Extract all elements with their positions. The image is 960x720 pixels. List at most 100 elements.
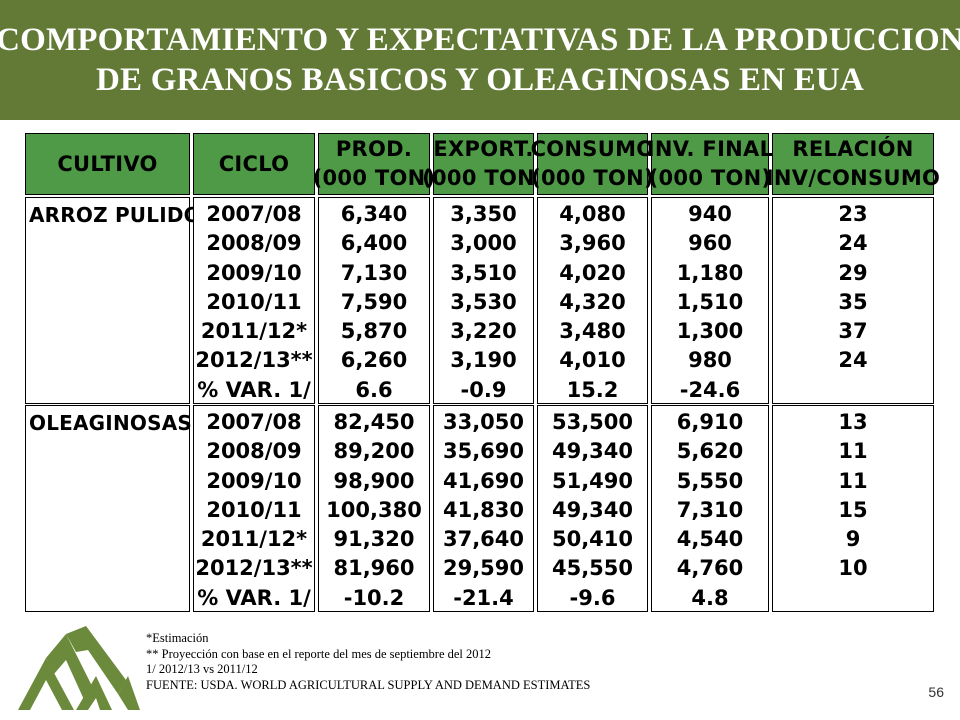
prod-cell: 81,960 [333,556,415,581]
prod-cell: 7,130 [340,260,408,285]
page-number: 56 [928,684,944,700]
header-unit: (000 TON) [531,166,654,190]
consumo-cell: 4,080 [559,202,626,226]
header-label: CONSUMO [530,137,655,161]
export-cell: 3,190 [450,348,517,373]
inv-final-cell: 6,910 [676,410,744,434]
consumo-cell: 3,480 [559,319,626,344]
relacion-cell: 10 [838,556,868,581]
relacion-cell: 23 [838,202,868,226]
relacion-cell: 24 [838,348,868,373]
consumo-cell: 49,340 [551,497,634,522]
prod-cell: -10.2 [343,585,405,610]
header-unit: INV/CONSUMO [765,166,941,190]
consumo-cell: 4,320 [559,289,626,314]
ciclo-cell: % VAR. 1/ [197,585,311,610]
ciclo-cell: 2011/12* [200,527,308,552]
prod-cell: 6.6 [355,377,393,402]
relacion-cell [773,376,933,405]
arroz-consumo-col: 4,080 3,960 4,020 4,320 3,480 4,010 15.2 [537,197,648,404]
consumo-cell: -9.6 [569,585,616,610]
inv-final-cell: 4,540 [676,527,744,552]
relacion-cell: 9 [845,527,861,552]
export-cell: 3,000 [450,231,517,256]
export-cell: 3,220 [450,319,517,344]
ciclo-cell: 2009/10 [206,468,302,493]
relacion-cell: 37 [838,319,868,344]
export-cell: 3,350 [450,202,517,226]
header-label: CICLO [218,151,290,176]
prod-cell: 6,340 [340,202,408,226]
oleaginosas-ciclo-col: 2007/08 2008/09 2009/10 2010/11 2011/12*… [193,405,315,612]
export-cell: 35,690 [442,439,525,464]
prod-cell: 7,590 [340,289,408,314]
inv-final-cell: 1,510 [676,289,744,314]
ciclo-cell: 2008/09 [206,231,302,256]
export-cell: 33,050 [442,410,525,434]
page-title-line-2: DE GRANOS BASICOS Y OLEAGINOSAS EN EUA [96,62,864,98]
consumo-cell: 50,410 [551,527,634,552]
ciclo-cell: % VAR. 1/ [197,377,311,402]
prod-cell: 6,400 [340,231,408,256]
arroz-export-col: 3,350 3,000 3,510 3,530 3,220 3,190 -0.9 [433,197,534,404]
oleaginosas-consumo-col: 53,500 49,340 51,490 49,340 50,410 45,55… [537,405,648,612]
consumo-cell: 4,010 [559,348,626,373]
inv-final-cell: 940 [688,202,732,226]
ciclo-cell: 2010/11 [206,289,302,314]
relacion-cell: 11 [838,468,868,493]
ciclo-cell: 2007/08 [206,410,302,434]
ciclo-cell: 2012/13** [195,348,313,373]
relacion-cell: 29 [838,260,868,285]
footnote-estimacion: *Estimación [146,631,209,645]
prod-cell: 91,320 [333,527,415,552]
title-bar: COMPORTAMIENTO Y EXPECTATIVAS DE LA PROD… [0,0,960,120]
ciclo-cell: 2012/13** [195,556,313,581]
header-export: EXPORT. (000 TON) [422,133,545,195]
header-label: INV. FINAL [646,137,774,161]
oleaginosas-export-col: 33,050 35,690 41,690 41,830 37,640 29,59… [433,405,534,612]
ciclo-cell: 2009/10 [206,260,302,285]
arroz-ciclo-col: 2007/08 2008/09 2009/10 2010/11 2011/12*… [193,197,315,404]
ciclo-cell: 2008/09 [206,439,302,464]
export-cell: -21.4 [453,585,514,610]
arroz-inv-final-col: 940 960 1,180 1,510 1,300 980 -24.6 [651,197,769,404]
relacion-cell: 13 [838,410,868,434]
consumo-cell: 51,490 [551,468,634,493]
triangles-logo-icon [18,626,140,710]
oleaginosas-inv-final-col: 6,910 5,620 5,550 7,310 4,540 4,760 4.8 [651,405,769,612]
inv-final-cell: -24.6 [679,377,741,402]
arroz-prod-col: 6,340 6,400 7,130 7,590 5,870 6,260 6.6 [318,197,430,404]
footnote-fuente: FUENTE: USDA. WORLD AGRICULTURAL SUPPLY … [146,677,591,692]
prod-cell: 100,380 [326,497,422,522]
consumo-cell: 49,340 [551,439,634,464]
header-unit: (000 TON) [422,166,545,190]
relacion-cell [773,584,933,613]
inv-final-cell: 960 [688,231,732,256]
ciclo-cell: 2007/08 [206,202,302,226]
export-cell: 3,510 [450,260,517,285]
header-ciclo: CICLO [193,133,315,195]
arroz-relacion-col: 23 24 29 35 37 24 [772,197,934,404]
export-cell: -0.9 [460,377,507,402]
prod-cell: 5,870 [340,319,408,344]
inv-final-cell: 7,310 [676,497,744,522]
header-unit: (000 TON) [312,166,436,190]
prod-cell: 82,450 [333,410,415,434]
consumo-cell: 15.2 [566,377,619,402]
relacion-cell: 24 [838,231,868,256]
header-unit: (000 TON) [648,166,772,190]
consumo-cell: 45,550 [551,556,634,581]
header-inv-final: INV. FINAL (000 TON) [647,133,773,195]
oleaginosas-relacion-col: 13 11 11 15 9 10 [772,405,934,612]
prod-cell: 6,260 [340,348,408,373]
inv-final-cell: 4,760 [676,556,744,581]
inv-final-cell: 980 [688,348,732,373]
ciclo-cell: 2010/11 [206,497,302,522]
inv-final-cell: 1,180 [676,260,744,285]
footnote-variacion: 1/ 2012/13 vs 2011/12 [146,662,258,676]
header-label: CULTIVO [57,151,158,176]
header-consumo: CONSUMO (000 TON) [531,133,654,195]
page-title-line-1: COMPORTAMIENTO Y EXPECTATIVAS DE LA PROD… [0,22,960,58]
oleaginosas-cultivo-cell: OLEAGINOSAS [25,405,192,612]
consumo-cell: 3,960 [559,231,626,256]
